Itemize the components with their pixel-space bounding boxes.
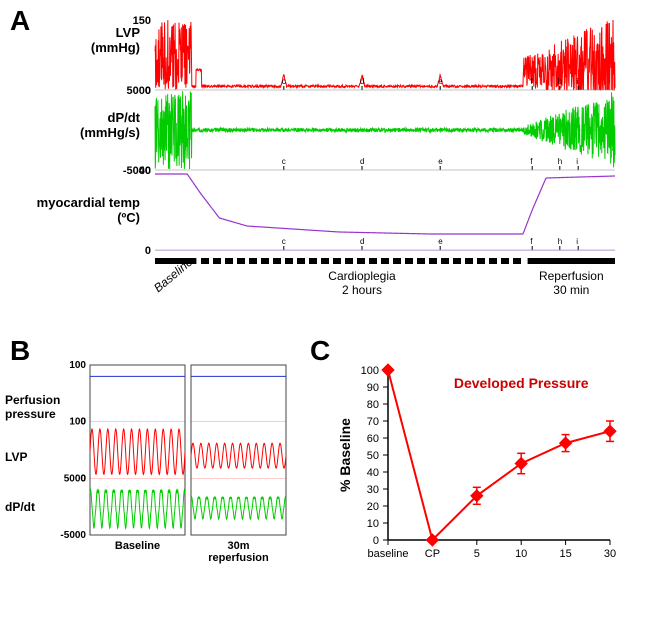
svg-text:50: 50	[367, 450, 379, 462]
svg-text:5: 5	[474, 548, 480, 560]
svg-text:5000: 5000	[127, 85, 151, 97]
svg-text:Developed Pressure: Developed Pressure	[454, 375, 589, 391]
svg-text:30 min: 30 min	[553, 283, 589, 297]
svg-text:150: 150	[133, 15, 151, 27]
svg-text:60: 60	[367, 433, 379, 445]
svg-text:c: c	[282, 157, 286, 166]
svg-text:d: d	[360, 77, 364, 86]
svg-text:30: 30	[604, 548, 616, 560]
svg-text:5000: 5000	[64, 473, 87, 484]
svg-text:baseline: baseline	[368, 548, 409, 560]
svg-text:2 hours: 2 hours	[342, 283, 382, 297]
svg-text:f: f	[530, 237, 533, 246]
svg-text:100: 100	[69, 360, 86, 371]
svg-text:Baseline: Baseline	[115, 540, 160, 552]
svg-text:% Baseline: % Baseline	[337, 418, 353, 492]
svg-text:10: 10	[515, 548, 527, 560]
svg-text:e: e	[438, 157, 443, 166]
svg-text:70: 70	[367, 416, 379, 428]
svg-text:15: 15	[559, 548, 571, 560]
svg-text:40: 40	[367, 467, 379, 479]
svg-text:20: 20	[367, 501, 379, 513]
svg-text:e: e	[438, 237, 443, 246]
svg-text:h: h	[558, 237, 562, 246]
svg-text:c: c	[282, 77, 286, 86]
svg-text:reperfusion: reperfusion	[208, 552, 269, 564]
svg-text:f: f	[530, 157, 533, 166]
svg-text:0: 0	[373, 535, 379, 547]
figure-svg: 0150cdefhi-50005000cdefhi040cdefhiBaseli…	[0, 0, 650, 618]
svg-text:30m: 30m	[227, 540, 249, 552]
svg-text:i: i	[576, 237, 578, 246]
svg-text:CP: CP	[425, 548, 440, 560]
svg-text:0: 0	[145, 245, 151, 257]
svg-text:80: 80	[367, 399, 379, 411]
svg-text:-5000: -5000	[60, 530, 86, 541]
svg-text:90: 90	[367, 382, 379, 394]
svg-text:d: d	[360, 157, 364, 166]
svg-text:100: 100	[69, 417, 86, 428]
svg-text:Reperfusion: Reperfusion	[539, 269, 604, 283]
svg-text:i: i	[576, 157, 578, 166]
svg-text:10: 10	[367, 518, 379, 530]
svg-text:c: c	[282, 237, 286, 246]
svg-text:i: i	[576, 77, 578, 86]
svg-text:40: 40	[139, 165, 151, 177]
svg-text:100: 100	[361, 365, 379, 377]
svg-text:Cardioplegia: Cardioplegia	[328, 269, 396, 283]
svg-text:e: e	[438, 77, 443, 86]
svg-text:h: h	[558, 77, 562, 86]
svg-text:d: d	[360, 237, 364, 246]
svg-text:30: 30	[367, 484, 379, 496]
svg-text:h: h	[558, 157, 562, 166]
